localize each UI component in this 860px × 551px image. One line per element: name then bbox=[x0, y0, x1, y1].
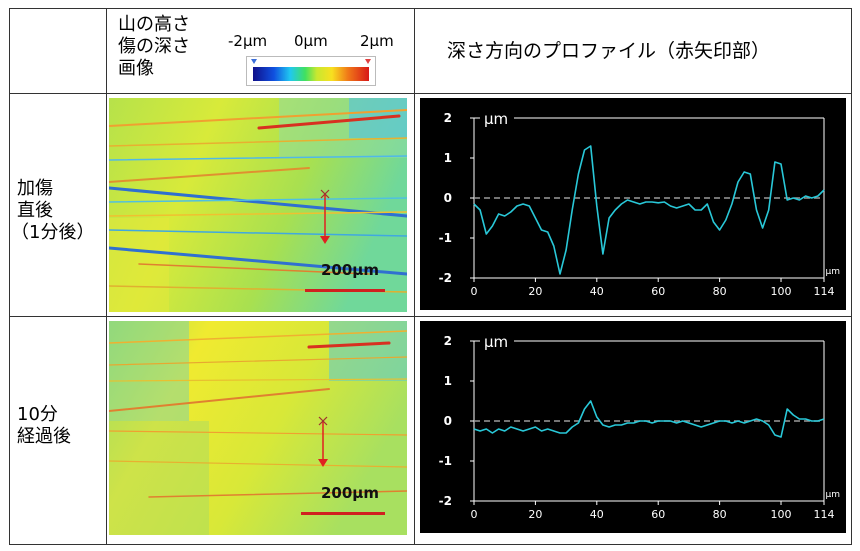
scale-bar-label: 200μm bbox=[321, 261, 379, 279]
profile-chart-1: 2 1 0 -1 -2 0 20 40 60 80 100 114 μm μm bbox=[420, 98, 846, 310]
y-tick-label: 2 bbox=[444, 334, 452, 348]
scale-bar-line bbox=[305, 289, 385, 292]
column-divider bbox=[106, 8, 107, 545]
legend-max-label: 2μm bbox=[360, 32, 394, 50]
profile-title: 深さ方向のプロファイル（赤矢印部） bbox=[447, 40, 771, 62]
x-tick-label: 114 bbox=[814, 508, 835, 521]
y-axis-label: μm bbox=[484, 333, 508, 351]
y-tick-label: -1 bbox=[439, 454, 452, 468]
row-label-line: （1分後） bbox=[11, 222, 95, 243]
y-axis-label-bg bbox=[480, 109, 514, 127]
profile-arrow-icon bbox=[318, 416, 328, 467]
x-tick-label: 100 bbox=[771, 508, 792, 521]
y-tick-label: 1 bbox=[444, 151, 452, 165]
x-axis-label: μm bbox=[826, 490, 841, 500]
y-axis-label: μm bbox=[484, 110, 508, 128]
y-tick-label: 0 bbox=[444, 191, 452, 205]
row-label-2: 10分 経過後 bbox=[17, 404, 71, 448]
row-divider bbox=[9, 93, 852, 94]
y-tick-label: -2 bbox=[439, 271, 452, 285]
column-divider bbox=[414, 8, 415, 545]
legend-min-label: -2μm bbox=[228, 32, 268, 50]
color-scale-bar bbox=[246, 56, 376, 86]
height-map-image-2: 200μm bbox=[109, 321, 407, 535]
x-tick-label: 60 bbox=[651, 285, 665, 298]
legend-mid-label: 0μm bbox=[294, 32, 328, 50]
series-line-profile bbox=[473, 145, 825, 275]
x-tick-label: 40 bbox=[590, 508, 604, 521]
profile-arrow-icon bbox=[320, 189, 330, 244]
x-tick-label: 20 bbox=[528, 285, 542, 298]
image-title-line: 傷の深さ bbox=[118, 36, 190, 57]
row-label-line: 経過後 bbox=[17, 426, 71, 447]
x-tick-label: 80 bbox=[713, 508, 727, 521]
image-title-line: 画像 bbox=[118, 58, 154, 79]
series-line-profile bbox=[473, 400, 825, 438]
y-tick-label: 2 bbox=[444, 111, 452, 125]
x-axis-label: μm bbox=[826, 267, 841, 277]
x-tick-label: 40 bbox=[590, 285, 604, 298]
x-tick-label: 0 bbox=[471, 508, 478, 521]
image-title: 山の高さ 傷の深さ 画像 bbox=[118, 14, 190, 80]
scale-bar-line bbox=[301, 512, 385, 515]
x-tick-label: 0 bbox=[471, 285, 478, 298]
row-label-line: 10分 bbox=[17, 404, 58, 425]
legend-max-marker-icon bbox=[365, 59, 371, 64]
row-label-line: 直後 bbox=[17, 200, 53, 221]
x-tick-label: 100 bbox=[771, 285, 792, 298]
x-tick-label: 114 bbox=[814, 285, 835, 298]
y-tick-label: 1 bbox=[444, 374, 452, 388]
legend-min-marker-icon bbox=[251, 59, 257, 64]
image-title-line: 山の高さ bbox=[118, 14, 190, 35]
comparison-table bbox=[9, 8, 852, 545]
y-tick-label: 0 bbox=[444, 414, 452, 428]
row-divider bbox=[9, 316, 852, 317]
y-axis-label-bg bbox=[480, 332, 514, 350]
x-tick-label: 20 bbox=[528, 508, 542, 521]
row-label-1: 加傷 直後 （1分後） bbox=[11, 178, 94, 244]
y-tick-label: -2 bbox=[439, 494, 452, 508]
profile-chart-2: 2 1 0 -1 -2 0 20 40 60 80 100 114 μm μm bbox=[420, 321, 846, 533]
height-map-image-1: 200μm bbox=[109, 98, 407, 312]
scale-bar-label: 200μm bbox=[321, 484, 379, 502]
x-tick-label: 60 bbox=[651, 508, 665, 521]
x-tick-label: 80 bbox=[713, 285, 727, 298]
y-tick-label: -1 bbox=[439, 231, 452, 245]
row-label-line: 加傷 bbox=[17, 178, 53, 199]
